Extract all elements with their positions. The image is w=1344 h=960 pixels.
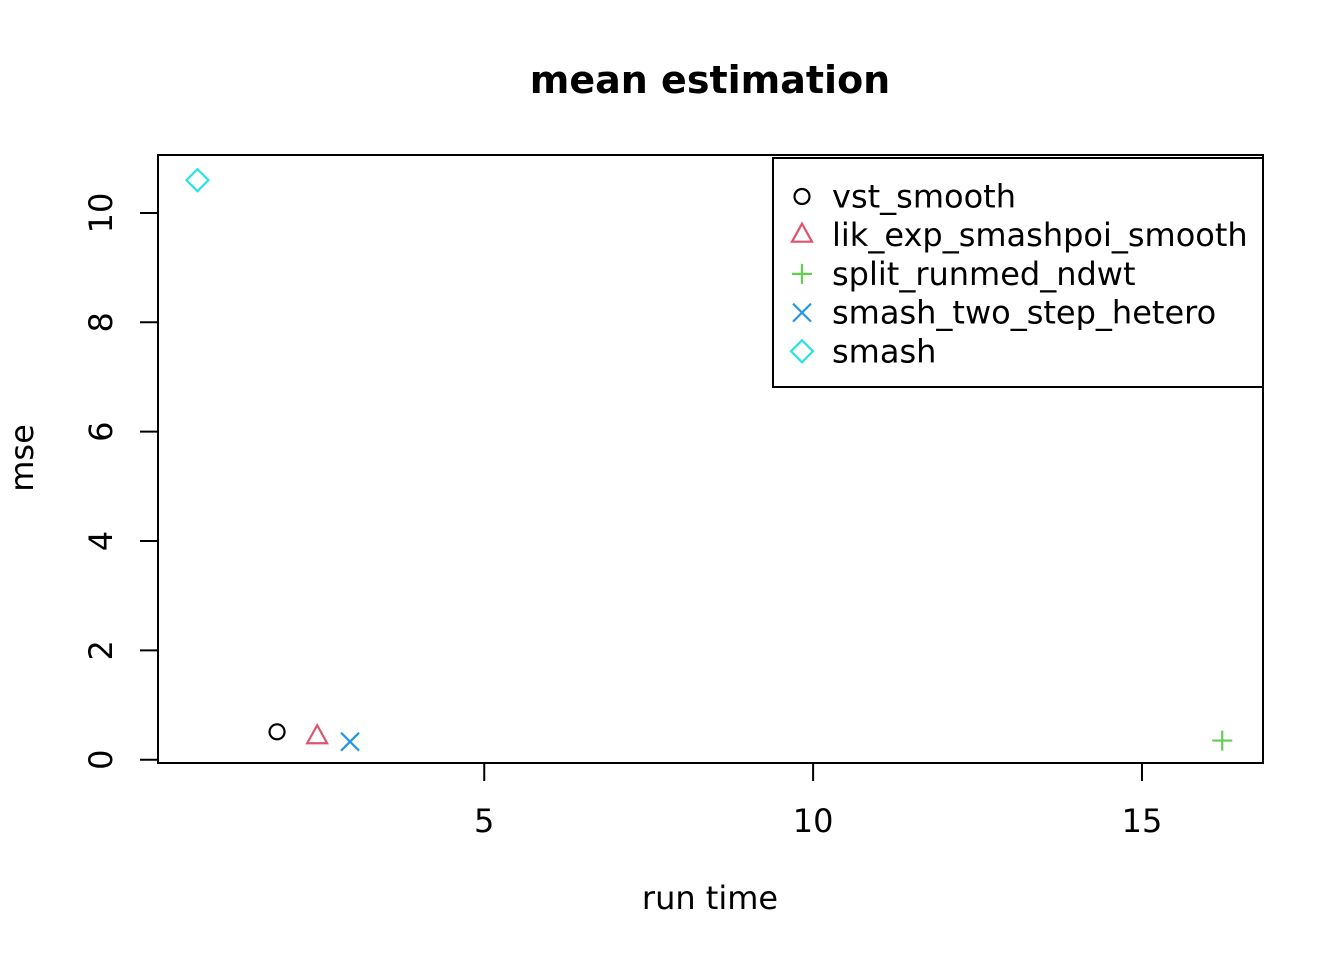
y-tick-label: 0 (82, 750, 120, 770)
data-point-smash_two_step_hetero (340, 731, 360, 752)
plus-marker-glyph (792, 263, 812, 284)
data-points-layer (184, 167, 1233, 752)
y-axis-title: mse (3, 424, 41, 492)
x-tick-label: 15 (1122, 802, 1163, 840)
plus-marker-glyph (1212, 730, 1233, 751)
x-tick-label: 5 (474, 802, 494, 840)
x-axis-title: run time (642, 879, 778, 917)
y-tick-label: 2 (82, 640, 120, 660)
data-point-vst_smooth (268, 723, 286, 741)
circle-marker-glyph (793, 187, 811, 206)
diamond-marker-glyph (789, 338, 815, 364)
y-tick-label: 4 (82, 531, 120, 551)
circle-marker-glyph (268, 723, 286, 741)
triangle-marker-glyph (305, 722, 330, 745)
legend-label-split_runmed_ndwt: split_runmed_ndwt (832, 255, 1136, 293)
diamond-marker-glyph (184, 167, 211, 193)
legend-label-vst_smooth: vst_smooth (832, 178, 1016, 216)
legend-marker-vst_smooth (793, 187, 811, 206)
legend-label-smash: smash (832, 332, 936, 370)
legend: vst_smoothlik_exp_smashpoi_smoothsplit_r… (772, 157, 1264, 388)
data-point-lik_exp_smashpoi_smooth (305, 722, 330, 745)
legend-label-smash_two_step_hetero: smash_two_step_hetero (832, 294, 1216, 332)
legend-label-lik_exp_smashpoi_smooth: lik_exp_smashpoi_smooth (832, 216, 1248, 254)
triangle-marker-glyph (790, 221, 814, 243)
plot-box (157, 154, 1264, 764)
legend-box (772, 157, 1264, 388)
y-tick-label: 6 (82, 421, 120, 441)
chart-title: mean estimation (530, 58, 890, 102)
data-point-split_runmed_ndwt (1212, 730, 1233, 751)
y-tick-label: 10 (82, 193, 120, 234)
axes-layer: 5 10 15 0 2 4 6 8 10 (82, 154, 1264, 840)
data-point-smash (184, 167, 211, 193)
legend-marker-smash (789, 338, 815, 364)
x-marker-glyph (792, 302, 812, 323)
legend-marker-smash_two_step_hetero (792, 302, 812, 323)
legend-marker-lik_exp_smashpoi_smooth (790, 221, 814, 243)
x-marker-glyph (340, 731, 360, 752)
legend-marker-split_runmed_ndwt (792, 263, 812, 284)
y-tick-label: 8 (82, 312, 120, 332)
x-tick-label: 10 (793, 802, 834, 840)
